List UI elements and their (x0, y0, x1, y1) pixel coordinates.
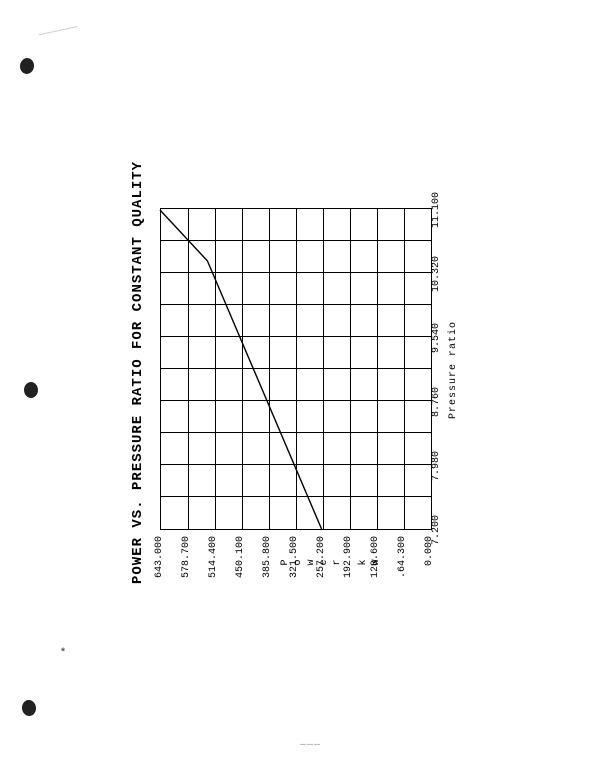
y-tick-label: .64.300 (398, 536, 408, 578)
footer-mark: ——— (300, 740, 321, 751)
x-tick-label: 11.100 (432, 192, 442, 228)
y-tick-label: 643.000 (155, 536, 165, 578)
scribble-mark (38, 26, 81, 53)
y-tick-label: 578.700 (182, 536, 192, 578)
chart-rotated-container: POWER VS. PRESSURE RATIO FOR CONSTANT QU… (130, 170, 460, 590)
y-tick-label: 385.800 (263, 536, 273, 578)
x-tick-label: 9.540 (432, 323, 442, 353)
binder-hole-mark (24, 382, 38, 398)
chart-plot-area: Power kW 0.000.64.300128.600192.900257.2… (160, 190, 460, 590)
binder-hole-mark (19, 57, 35, 75)
binder-hole-mark (21, 699, 37, 716)
x-tick-label: 10.320 (432, 256, 442, 292)
y-tick-label: 128.600 (371, 536, 381, 578)
series-line (160, 210, 322, 530)
chart-line-svg (160, 210, 430, 530)
x-axis-label: Pressure ratio (448, 210, 459, 530)
x-tick-label: 7.200 (432, 515, 442, 545)
stray-asterisk: * (60, 648, 66, 659)
page: * ——— POWER VS. PRESSURE RATIO FOR CONST… (0, 0, 612, 780)
x-tick-label: 7.980 (432, 451, 442, 481)
y-tick-label: 450.100 (236, 536, 246, 578)
y-tick-label: 192.900 (344, 536, 354, 578)
chart-title: POWER VS. PRESSURE RATIO FOR CONSTANT QU… (130, 170, 146, 584)
y-tick-label: 321.500 (290, 536, 300, 578)
x-axis-ticks: 7.2007.9808.7609.54010.32011.100 (432, 210, 446, 530)
y-tick-label: 257.200 (317, 536, 327, 578)
x-tick-label: 8.760 (432, 387, 442, 417)
y-axis-ticks: 0.000.64.300128.600192.900257.200321.500… (160, 532, 430, 590)
y-tick-label: 514.400 (209, 536, 219, 578)
chart-series-layer (160, 210, 430, 530)
